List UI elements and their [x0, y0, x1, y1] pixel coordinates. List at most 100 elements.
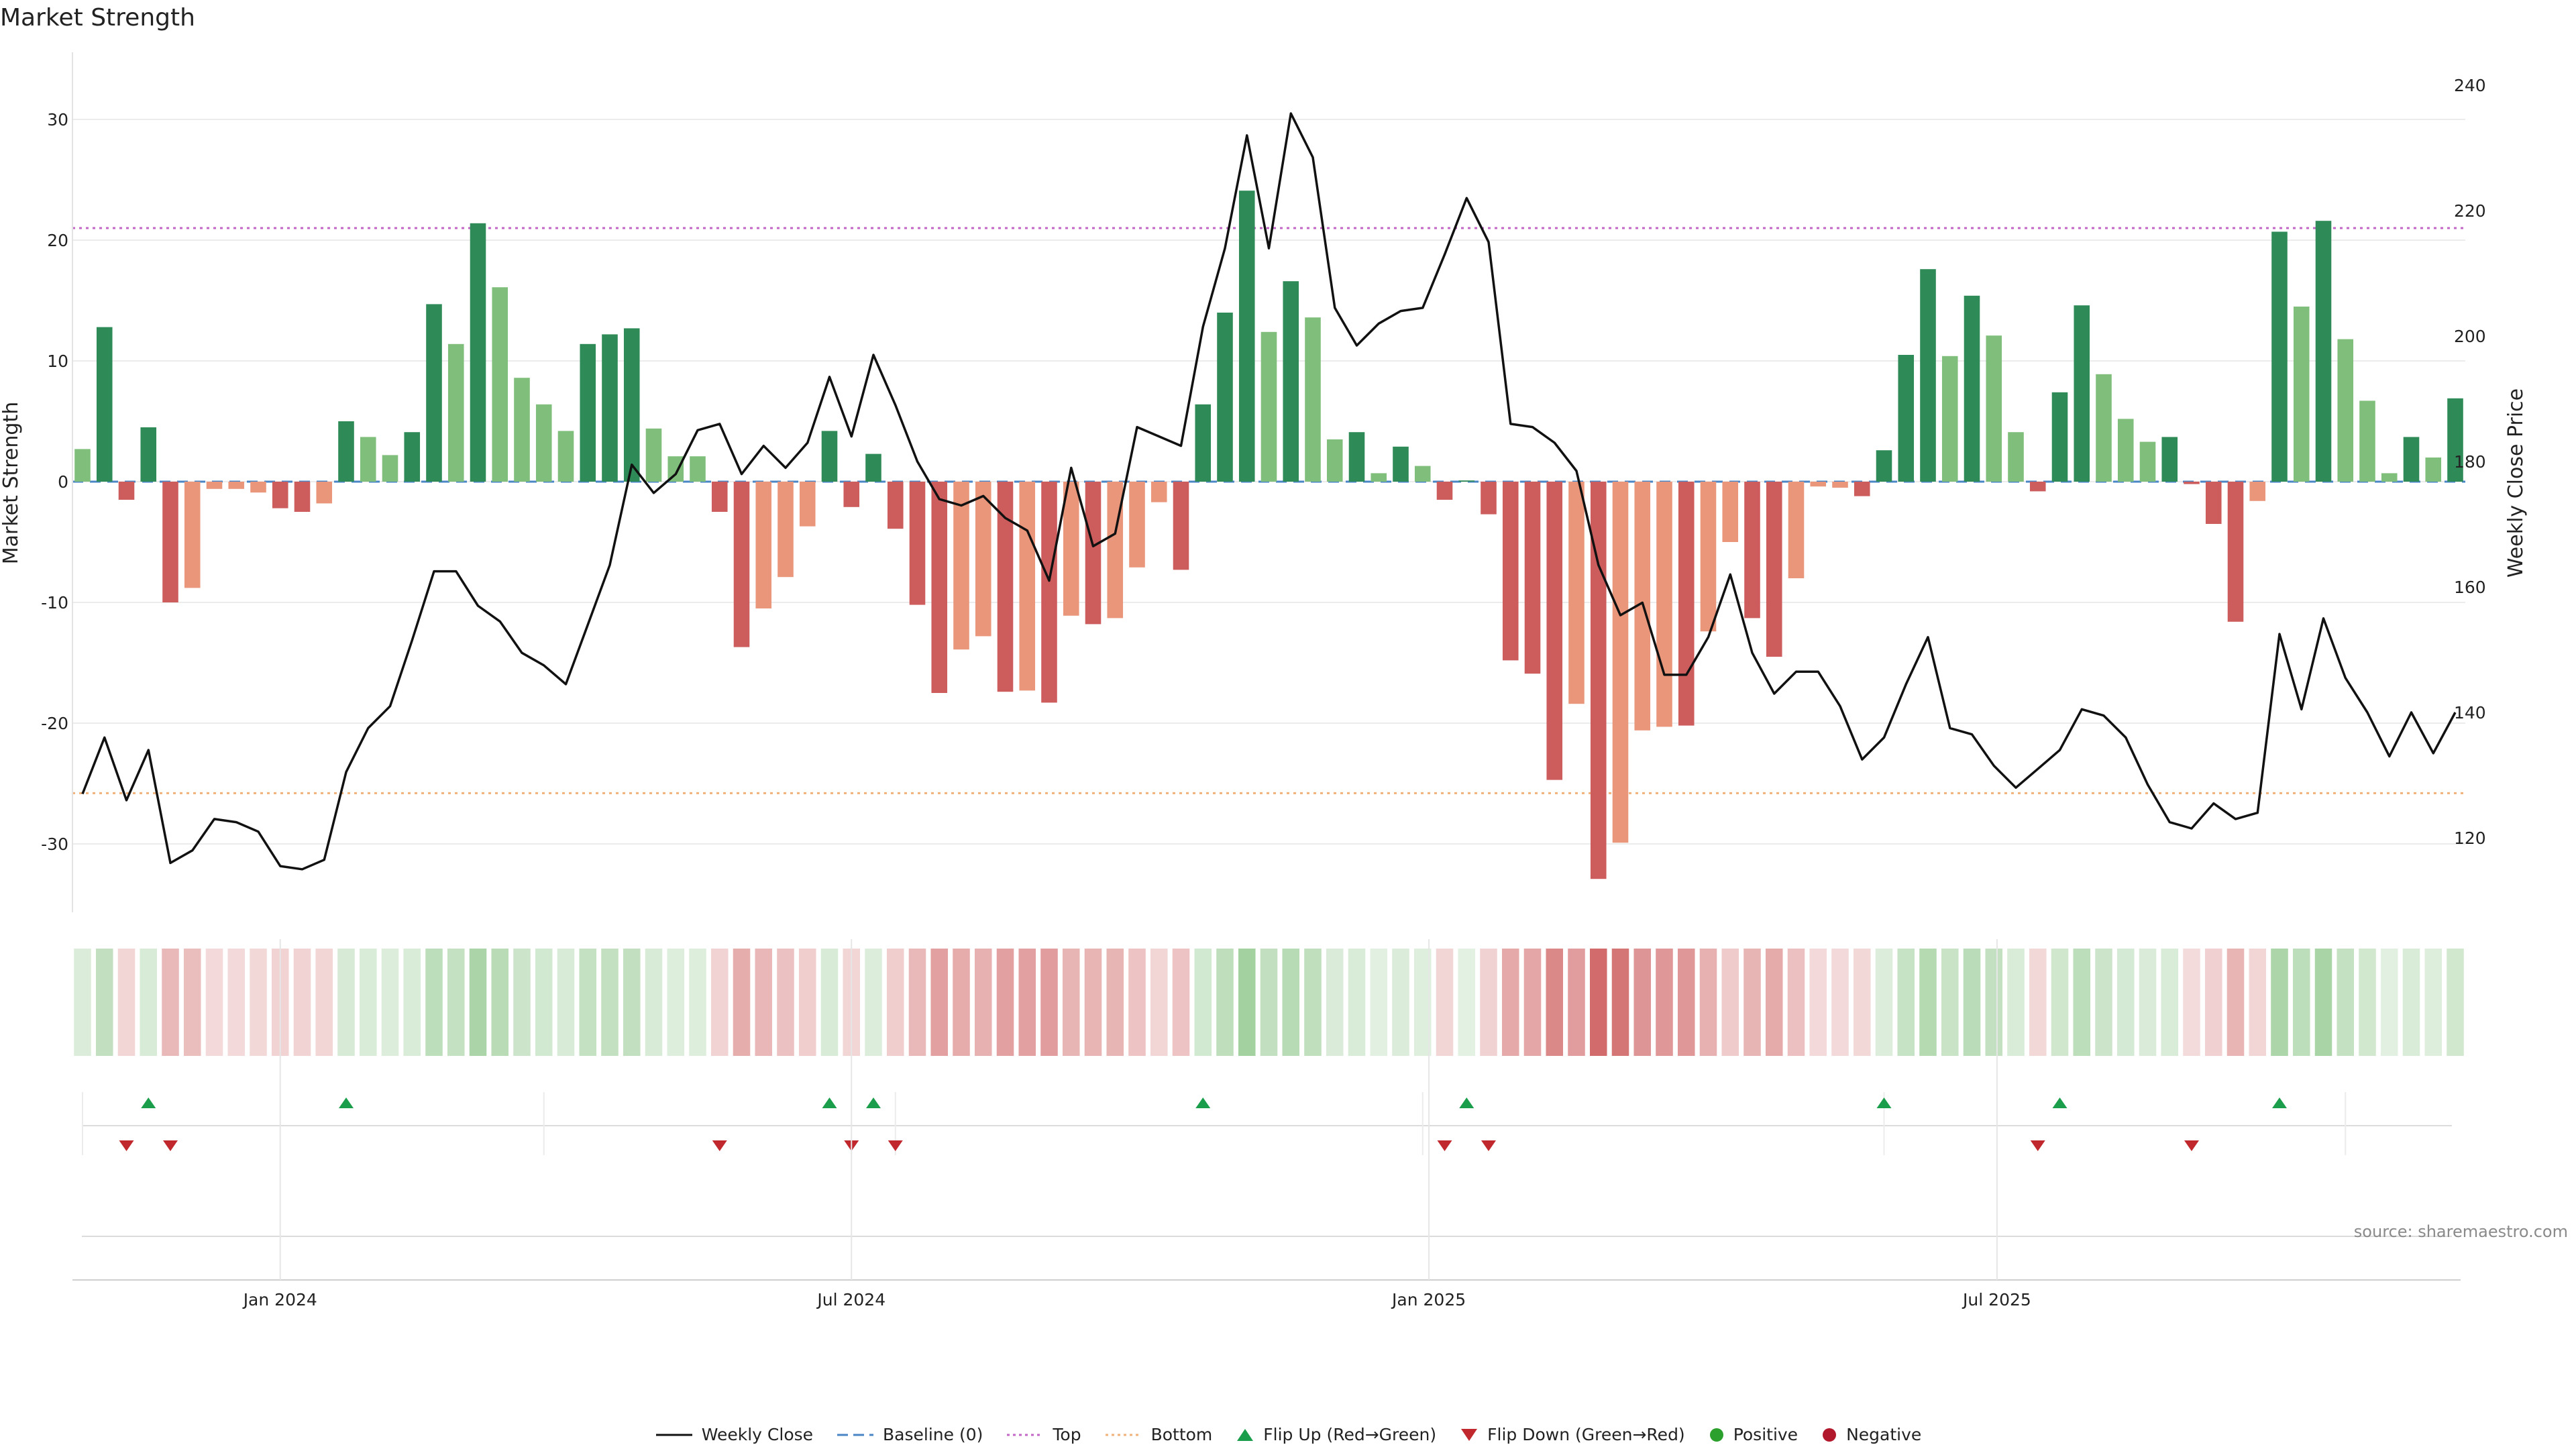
heat-cell	[1370, 949, 1388, 1056]
strength-bar	[2249, 482, 2266, 501]
heat-cell	[2249, 949, 2267, 1056]
x-tick-label: Jul 2024	[816, 1290, 885, 1309]
strength-bar	[2425, 458, 2442, 482]
strength-bar	[623, 328, 640, 482]
strength-bar	[821, 431, 838, 482]
legend-item-positive[interactable]: Positive	[1708, 1425, 1798, 1444]
flip-up-marker	[1459, 1097, 1474, 1108]
strength-bar	[1371, 473, 1387, 482]
strength-bar	[1920, 269, 1936, 482]
heat-cell	[930, 949, 949, 1056]
heat-cell	[1326, 949, 1344, 1056]
strength-bar	[1085, 482, 1102, 625]
heat-cell	[579, 949, 597, 1056]
flip-up-marker	[141, 1097, 156, 1108]
strength-bar	[338, 421, 354, 482]
heat-cell	[162, 949, 179, 1056]
heat-cell	[1304, 949, 1322, 1056]
strength-bar	[470, 223, 486, 482]
x-tick-label: Jul 2025	[1962, 1290, 2031, 1309]
strength-bar	[1722, 482, 1739, 542]
heat-cell	[710, 949, 729, 1056]
strength-bar	[1546, 482, 1563, 780]
legend-label: Negative	[1846, 1425, 1922, 1444]
flip-down-marker	[1437, 1140, 1452, 1151]
strength-bar	[1964, 295, 1980, 482]
strength-bar	[294, 482, 311, 512]
legend-item-negative[interactable]: Negative	[1821, 1425, 1921, 1444]
strength-bar	[1019, 482, 1036, 691]
strength-bar	[2161, 437, 2178, 482]
flip-up-marker	[339, 1097, 354, 1108]
left-y-axis-title: Market Strength	[0, 402, 23, 564]
strength-heat-band	[74, 949, 2464, 1056]
heat-cell	[293, 949, 311, 1056]
strength-bar	[2205, 482, 2222, 524]
heat-cell	[2007, 949, 2025, 1056]
line-dashed-icon	[837, 1434, 874, 1436]
y-tick-label-right: 140	[2454, 703, 2486, 722]
line-dotted-purple-icon	[1007, 1434, 1044, 1436]
heat-cell	[2116, 949, 2135, 1056]
heat-cell	[865, 949, 882, 1056]
heat-cell	[1699, 949, 1717, 1056]
strength-bar	[184, 482, 201, 588]
legend-item-flip-up[interactable]: Flip Up (Red→Green)	[1235, 1425, 1436, 1444]
strength-bar	[1393, 446, 1409, 482]
heat-cell	[2204, 949, 2222, 1056]
flip-down-marker	[163, 1140, 178, 1151]
heat-cell	[1589, 949, 1607, 1056]
heat-cell	[513, 949, 531, 1056]
heat-cell	[1765, 949, 1783, 1056]
strength-bar	[2051, 392, 2068, 482]
legend-item-baseline[interactable]: Baseline (0)	[836, 1425, 983, 1444]
strength-bar	[514, 378, 530, 482]
flip-down-marker	[712, 1140, 727, 1151]
heat-cell	[2314, 949, 2332, 1056]
strength-bar	[96, 327, 113, 482]
triangle-down-icon	[1461, 1428, 1478, 1441]
heat-cell	[2447, 949, 2464, 1056]
heat-cell	[645, 949, 663, 1056]
legend-item-bottom[interactable]: Bottom	[1104, 1425, 1213, 1444]
strength-bar	[2359, 400, 2375, 482]
heat-cell	[1062, 949, 1080, 1056]
heat-cell	[886, 949, 904, 1056]
heat-cell	[250, 949, 267, 1056]
strength-bar	[1766, 482, 1782, 657]
heat-cell	[2359, 949, 2376, 1056]
heat-cell	[1787, 949, 1805, 1056]
strength-bar	[1063, 482, 1079, 616]
heat-cell	[1348, 949, 1366, 1056]
legend-item-flip-down[interactable]: Flip Down (Green→Red)	[1459, 1425, 1685, 1444]
strength-bar	[2008, 432, 2024, 482]
heat-cell	[1260, 949, 1278, 1056]
heat-cell	[1523, 949, 1542, 1056]
y-tick-label-left: 20	[47, 231, 68, 250]
heat-cell	[974, 949, 992, 1056]
legend-label: Bottom	[1150, 1425, 1213, 1444]
legend-item-weekly-close[interactable]: Weekly Close	[655, 1425, 813, 1444]
right-y-axis-title: Weekly Close Price	[2504, 388, 2528, 578]
strength-bar	[2293, 307, 2310, 482]
strength-bar	[733, 482, 750, 647]
dot-red-icon	[1823, 1428, 1837, 1442]
legend-item-top[interactable]: Top	[1006, 1425, 1081, 1444]
y-tick-label-right: 240	[2454, 76, 2486, 95]
heat-cell	[425, 949, 443, 1056]
flip-down-marker	[888, 1140, 903, 1151]
heat-cell	[908, 949, 926, 1056]
strength-bar	[755, 482, 772, 608]
strength-bar	[1502, 482, 1519, 661]
left-y-axis: -30 -20 -10 0 10 20 30	[41, 52, 73, 912]
strength-bar	[118, 482, 135, 500]
strength-bar	[1678, 482, 1695, 726]
heat-cell	[1985, 949, 2003, 1056]
legend-label: Weekly Close	[701, 1425, 814, 1444]
strength-bar	[909, 482, 926, 605]
legend-label: Baseline (0)	[883, 1425, 983, 1444]
strength-bar	[492, 287, 508, 482]
legend-label: Top	[1053, 1425, 1081, 1444]
strength-bar	[1700, 482, 1717, 632]
